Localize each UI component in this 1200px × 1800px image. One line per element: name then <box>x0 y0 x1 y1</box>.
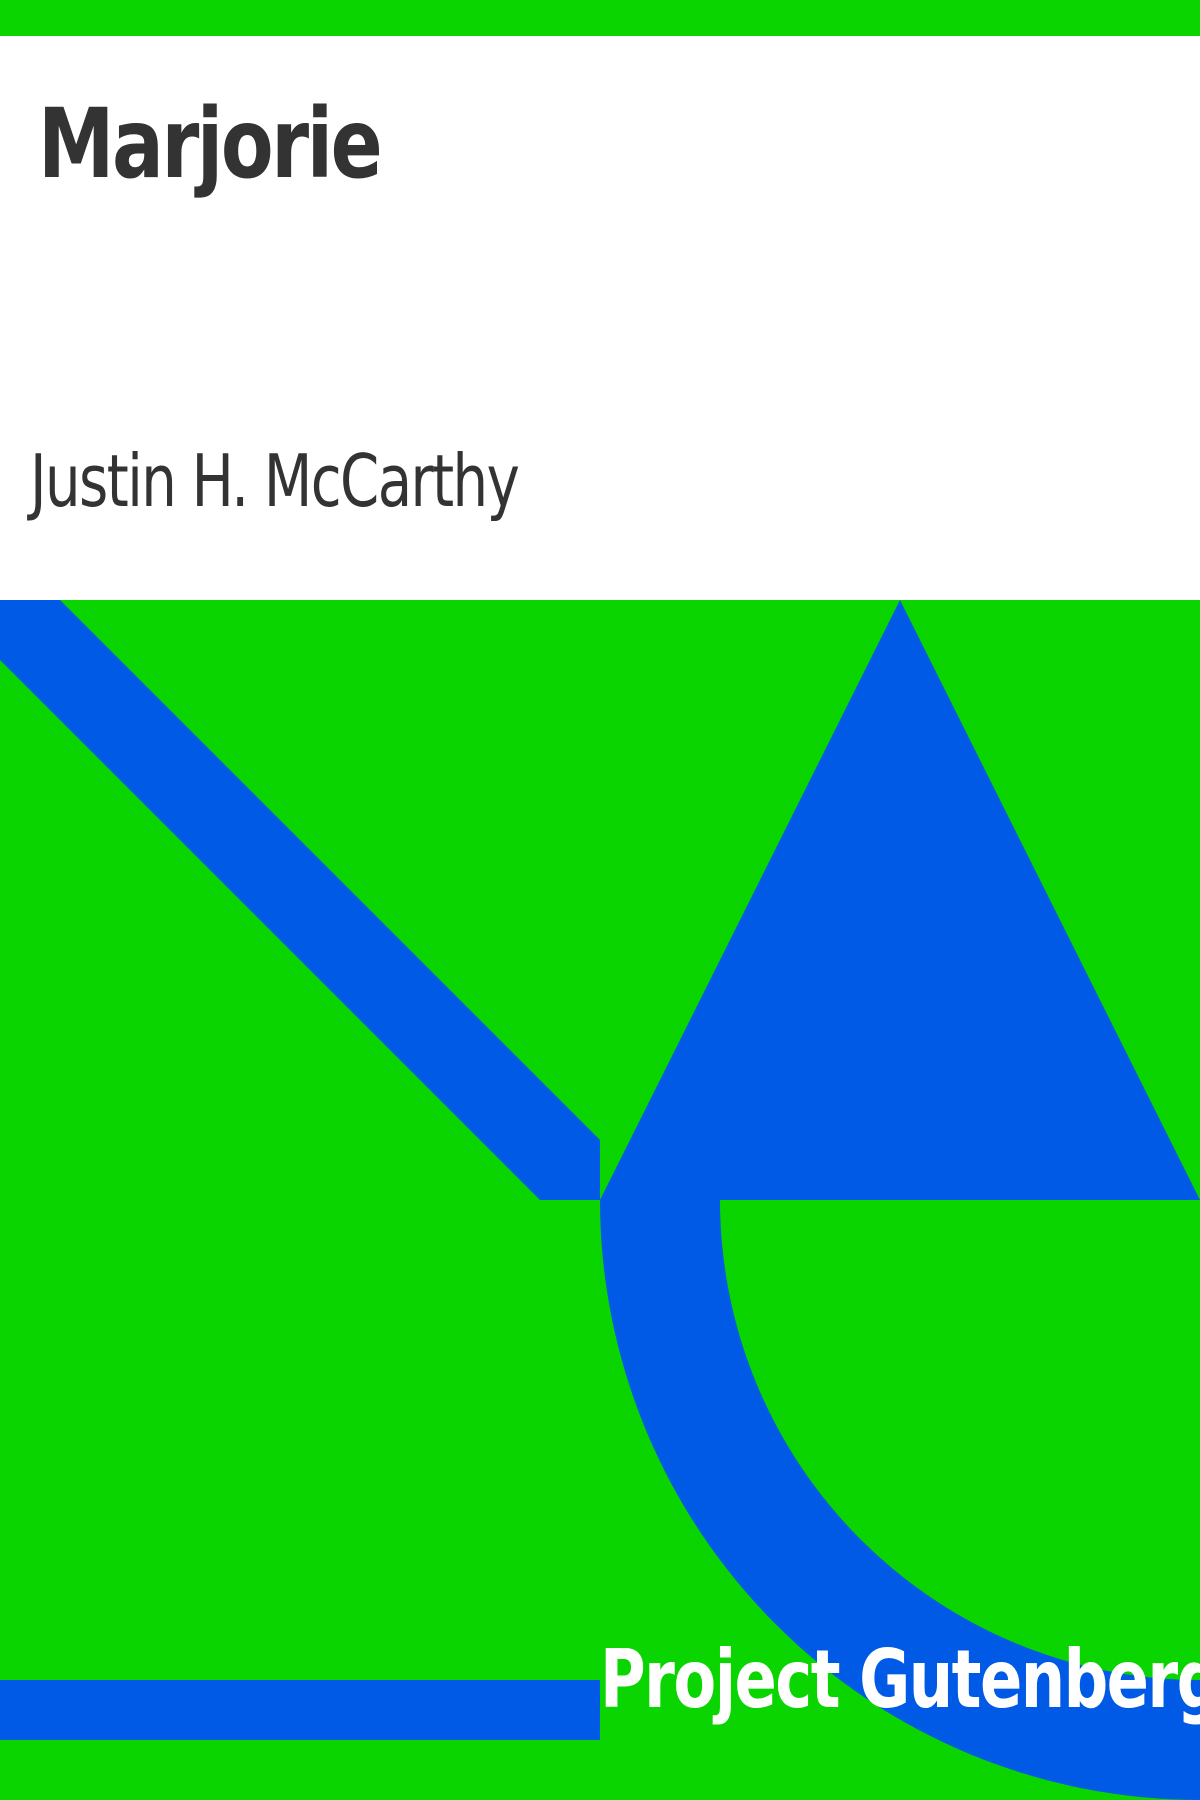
book-author: Justin H. McCarthy <box>30 439 520 523</box>
blue-triangle <box>600 600 1200 1200</box>
publisher-logo-text: Project Gutenberg <box>600 1633 1200 1726</box>
top-color-band <box>0 0 1200 36</box>
book-title: Marjorie <box>38 88 383 200</box>
diagonal-band <box>0 600 600 1200</box>
quarter-ring <box>600 1200 1200 1800</box>
cover-artwork <box>0 600 1200 1800</box>
bottom-bar <box>0 1680 600 1740</box>
